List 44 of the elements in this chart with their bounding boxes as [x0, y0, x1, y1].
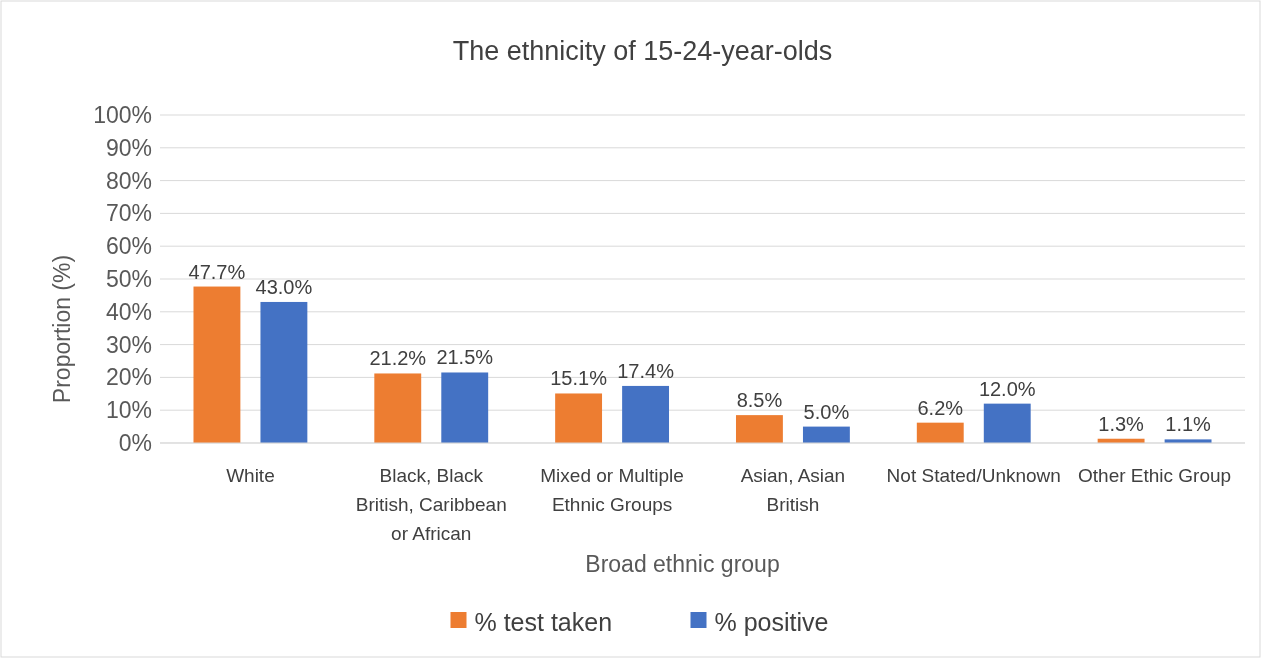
y-tick-label: 100% — [93, 102, 152, 129]
bar — [441, 372, 489, 443]
text: 1.3% — [1098, 412, 1144, 435]
bar — [374, 373, 422, 443]
text: 6.2% — [917, 396, 964, 419]
bar — [622, 385, 670, 443]
text: 21.5% — [436, 346, 494, 369]
y-tick-label: 20% — [105, 364, 152, 391]
text: 15.1% — [550, 367, 607, 390]
text: 8.5% — [736, 389, 783, 412]
y-tick-label: 90% — [105, 134, 152, 161]
y-tick-label: 60% — [105, 233, 152, 260]
text: 1.1% — [1165, 413, 1211, 436]
text: 43.0% — [255, 275, 313, 298]
bar — [555, 393, 603, 443]
x-tick-label: Black, Black British, Caribbean or African — [355, 465, 507, 544]
bar — [260, 301, 308, 443]
bar — [735, 415, 783, 443]
text: 5.0% — [803, 400, 850, 423]
x-tick-label: White — [226, 465, 275, 486]
x-axis-title: Broad ethnic group — [585, 551, 780, 577]
bar — [916, 422, 964, 443]
legend-label: % test taken — [474, 607, 613, 636]
bar — [802, 426, 850, 443]
chart-title: The ethnicity of 15-24-year-olds — [452, 36, 833, 66]
y-tick-label: 0% — [118, 430, 152, 457]
text: 47.7% — [188, 260, 246, 283]
y-tick-label: 50% — [105, 266, 152, 293]
x-tick-label: Not Stated/Unknown — [886, 465, 1061, 486]
y-tick-label: 10% — [105, 397, 152, 424]
y-tick-label: 80% — [105, 167, 152, 194]
x-tick-label: Mixed or Multiple Ethnic Groups — [540, 465, 684, 515]
text: 17.4% — [617, 359, 674, 382]
y-tick-label: 40% — [105, 298, 152, 325]
bar — [983, 403, 1031, 443]
text: 21.2% — [369, 347, 427, 370]
text: 12.0% — [978, 377, 1036, 400]
x-tick-label: Other Ethic Group — [1078, 465, 1232, 486]
bar — [193, 286, 241, 443]
y-tick-label: 30% — [105, 331, 152, 358]
y-axis-title: Proportion (%) — [49, 254, 75, 404]
x-tick-label: Asian, Asian British — [740, 465, 846, 515]
legend-label: % positive — [714, 607, 829, 636]
y-tick-label: 70% — [105, 200, 152, 227]
